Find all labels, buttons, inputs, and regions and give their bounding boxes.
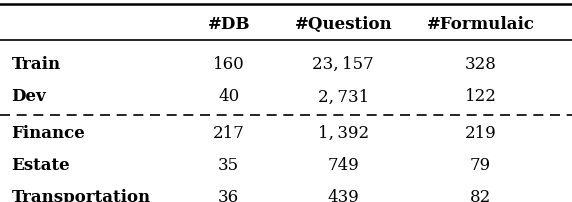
Text: 217: 217	[213, 125, 245, 142]
Text: #Formulaic: #Formulaic	[427, 16, 534, 33]
Text: #DB: #DB	[208, 16, 250, 33]
Text: 82: 82	[470, 189, 491, 202]
Text: Dev: Dev	[11, 88, 46, 105]
Text: Finance: Finance	[11, 125, 85, 142]
Text: 2, 731: 2, 731	[317, 88, 369, 105]
Text: 40: 40	[218, 88, 240, 105]
Text: 23, 157: 23, 157	[312, 56, 374, 73]
Text: Estate: Estate	[11, 157, 70, 174]
Text: 439: 439	[327, 189, 359, 202]
Text: 36: 36	[219, 189, 239, 202]
Text: 219: 219	[464, 125, 496, 142]
Text: 160: 160	[213, 56, 245, 73]
Text: 79: 79	[470, 157, 491, 174]
Text: #Question: #Question	[295, 16, 392, 33]
Text: Transportation: Transportation	[11, 189, 150, 202]
Text: Train: Train	[11, 56, 61, 73]
Text: 122: 122	[464, 88, 496, 105]
Text: 328: 328	[464, 56, 496, 73]
Text: 1, 392: 1, 392	[317, 125, 369, 142]
Text: 35: 35	[219, 157, 239, 174]
Text: 749: 749	[327, 157, 359, 174]
